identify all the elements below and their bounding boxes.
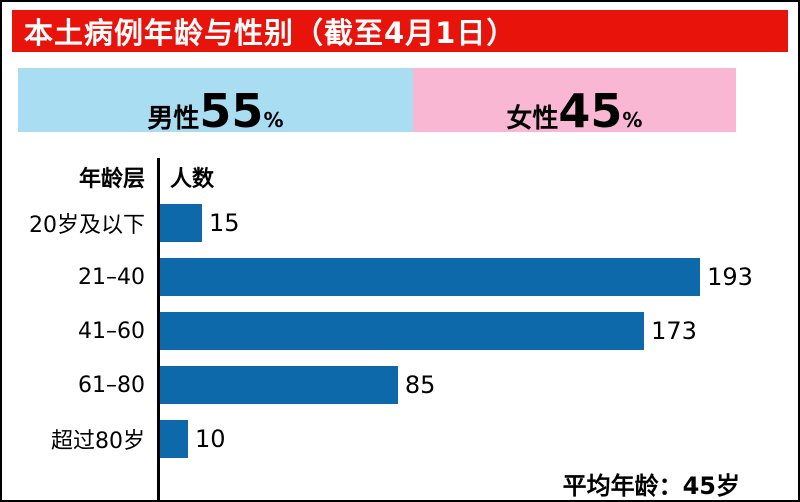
average-age-cell: 平均年龄：45岁 — [157, 466, 788, 500]
female-value: 45 — [558, 84, 623, 138]
female-segment-text: 女性 45 % — [506, 88, 642, 135]
male-segment: 男性 55 % — [18, 68, 413, 135]
age-bar-chart: 年龄层 人数 20岁及以下 15 21–40 193 41–60 173 — [12, 158, 788, 500]
age-group-label: 超过80岁 — [51, 429, 145, 454]
bar — [160, 258, 701, 296]
table-row: 21–40 193 — [12, 250, 788, 304]
page-title-text: 本土病例年龄与性别（截至4月1日） — [24, 16, 517, 50]
chart-footer-row: 平均年龄：45岁 — [12, 466, 788, 500]
table-row: 41–60 173 — [12, 304, 788, 358]
bar — [160, 204, 202, 242]
female-label: 女性 — [506, 104, 559, 134]
female-percent-sign: % — [622, 108, 643, 132]
average-age-text: 平均年龄：45岁 — [562, 472, 740, 500]
bar — [160, 420, 188, 458]
bar — [160, 312, 645, 350]
bar-value: 173 — [651, 317, 697, 345]
age-group-label: 21–40 — [78, 264, 145, 290]
bar-cell: 85 — [157, 358, 788, 412]
chart-header-row: 年龄层 人数 — [12, 158, 788, 196]
bar-value: 193 — [707, 263, 753, 291]
table-row: 61–80 85 — [12, 358, 788, 412]
gender-ratio-bar: 男性 55 % 女性 45 % — [18, 68, 736, 135]
count-column-header: 人数 — [170, 167, 215, 192]
age-group-label: 41–60 — [78, 318, 145, 344]
bar-cell: 10 — [157, 412, 788, 466]
age-group-label: 61–80 — [78, 372, 145, 398]
bar-cell: 173 — [157, 304, 788, 358]
bar-value: 85 — [404, 371, 436, 399]
bar-cell: 15 — [157, 196, 788, 250]
bar-value: 10 — [194, 425, 226, 453]
male-segment-text: 男性 55 % — [147, 88, 283, 135]
age-column-header: 年龄层 — [78, 167, 145, 192]
female-segment: 女性 45 % — [412, 68, 736, 135]
table-row: 20岁及以下 15 — [12, 196, 788, 250]
bar-value: 15 — [208, 209, 240, 237]
page-title: 本土病例年龄与性别（截至4月1日） — [12, 10, 788, 52]
male-value: 55 — [199, 84, 264, 138]
table-row: 超过80岁 10 — [12, 412, 788, 466]
count-column-header-cell: 人数 — [157, 158, 788, 196]
bar — [160, 366, 398, 404]
bar-cell: 193 — [157, 250, 788, 304]
footer-spacer — [12, 466, 157, 500]
male-percent-sign: % — [263, 108, 284, 132]
male-label: 男性 — [147, 104, 200, 134]
age-group-label: 20岁及以下 — [29, 213, 145, 238]
